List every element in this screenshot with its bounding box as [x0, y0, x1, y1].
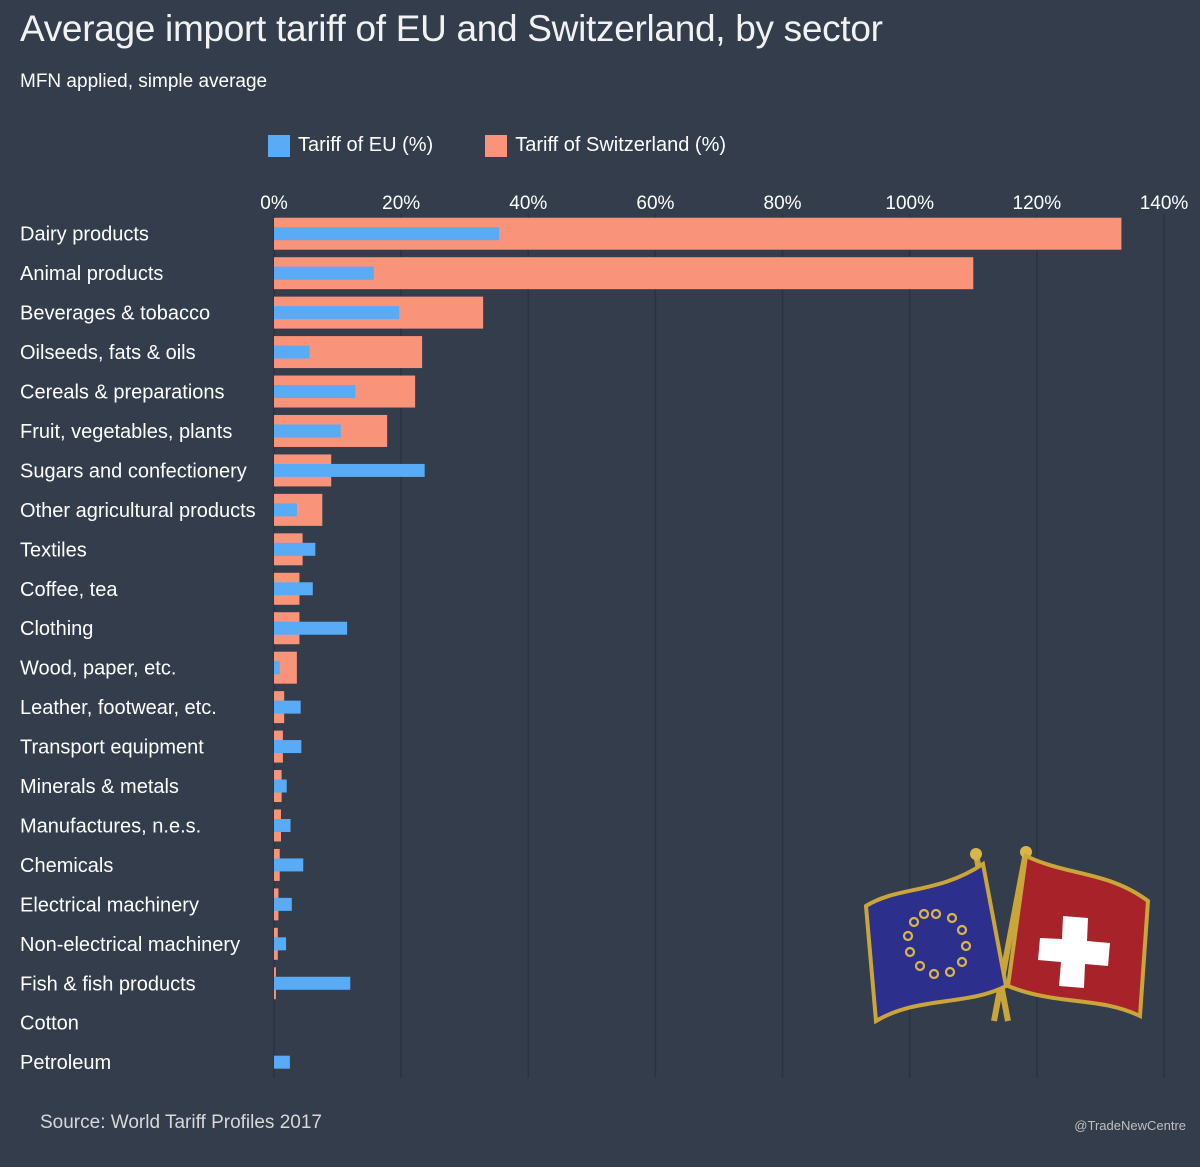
category-label: Dairy products: [20, 224, 149, 246]
category-label: Wood, paper, etc.: [20, 658, 176, 680]
bar-eu: [274, 503, 297, 517]
bar-eu: [274, 976, 351, 990]
bar-eu: [274, 621, 348, 635]
x-tick-label: 140%: [1140, 193, 1189, 214]
bar-eu: [274, 1055, 290, 1069]
legend-swatch-eu: [268, 134, 290, 157]
legend: Tariff of EU (%) Tariff of Switzerland (…: [268, 134, 726, 157]
category-label: Fruit, vegetables, plants: [20, 421, 232, 443]
category-label: Animal products: [20, 263, 163, 285]
x-tick-label: 100%: [885, 193, 934, 214]
x-tick-label: 60%: [636, 193, 674, 214]
x-tick-label: 40%: [509, 193, 547, 214]
bar-eu: [274, 385, 356, 399]
category-label: Non-electrical machinery: [20, 934, 240, 956]
bar-switzerland: [274, 257, 974, 290]
x-tick-label: 80%: [764, 193, 802, 214]
bar-eu: [274, 424, 341, 438]
bar-eu: [274, 937, 287, 951]
category-label: Minerals & metals: [20, 776, 179, 798]
category-label: Clothing: [20, 618, 93, 640]
bar-eu: [274, 306, 400, 320]
bar-eu: [274, 582, 313, 596]
source-note: Source: World Tariff Profiles 2017: [40, 1112, 322, 1133]
bar-eu: [274, 700, 301, 714]
bar-eu: [274, 661, 280, 675]
chart-subtitle: MFN applied, simple average: [20, 71, 268, 92]
category-label: Manufactures, n.e.s.: [20, 815, 201, 837]
bar-eu: [274, 463, 425, 477]
category-label: Petroleum: [20, 1052, 111, 1074]
credit-handle: @TradeNewCentre: [1074, 1118, 1186, 1133]
bar-eu: [274, 266, 374, 280]
bar-eu: [274, 345, 310, 359]
legend-item-eu: Tariff of EU (%): [268, 134, 433, 157]
category-label: Beverages & tobacco: [20, 303, 210, 325]
bar-eu: [274, 227, 500, 241]
category-label: Sugars and confectionery: [20, 460, 247, 482]
x-tick-label: 120%: [1013, 193, 1062, 214]
legend-swatch-ch: [485, 134, 508, 157]
legend-label-eu: Tariff of EU (%): [298, 134, 434, 156]
legend-item-ch: Tariff of Switzerland (%): [485, 134, 726, 157]
category-label: Electrical machinery: [20, 894, 199, 916]
legend-label-ch: Tariff of Switzerland (%): [515, 134, 727, 156]
category-label: Cotton: [20, 1013, 79, 1035]
category-label: Chemicals: [20, 855, 113, 877]
category-label: Other agricultural products: [20, 500, 256, 522]
x-tick-label: 20%: [382, 193, 420, 214]
category-label: Leather, footwear, etc.: [20, 697, 217, 719]
category-label: Fish & fish products: [20, 973, 196, 995]
eu-switzerland-flags-pin-image: [863, 846, 1151, 1025]
bar-eu: [274, 897, 292, 911]
x-tick-label: 0%: [260, 193, 288, 214]
category-label: Coffee, tea: [20, 579, 118, 601]
category-label: Oilseeds, fats & oils: [20, 342, 196, 364]
chart-title: Average import tariff of EU and Switzerl…: [20, 8, 883, 49]
category-label: Transport equipment: [20, 737, 204, 759]
category-label: Textiles: [20, 539, 87, 561]
bar-switzerland: [274, 651, 297, 684]
bar-eu: [274, 740, 302, 754]
bar-eu: [274, 542, 316, 556]
category-label: Cereals & preparations: [20, 382, 225, 404]
bar-eu: [274, 818, 291, 832]
eu-flag: [863, 860, 1009, 1025]
eu-stars: [902, 908, 972, 980]
bar-eu: [274, 779, 287, 793]
bar-eu: [274, 858, 304, 872]
swiss-flag: [1005, 853, 1151, 1020]
